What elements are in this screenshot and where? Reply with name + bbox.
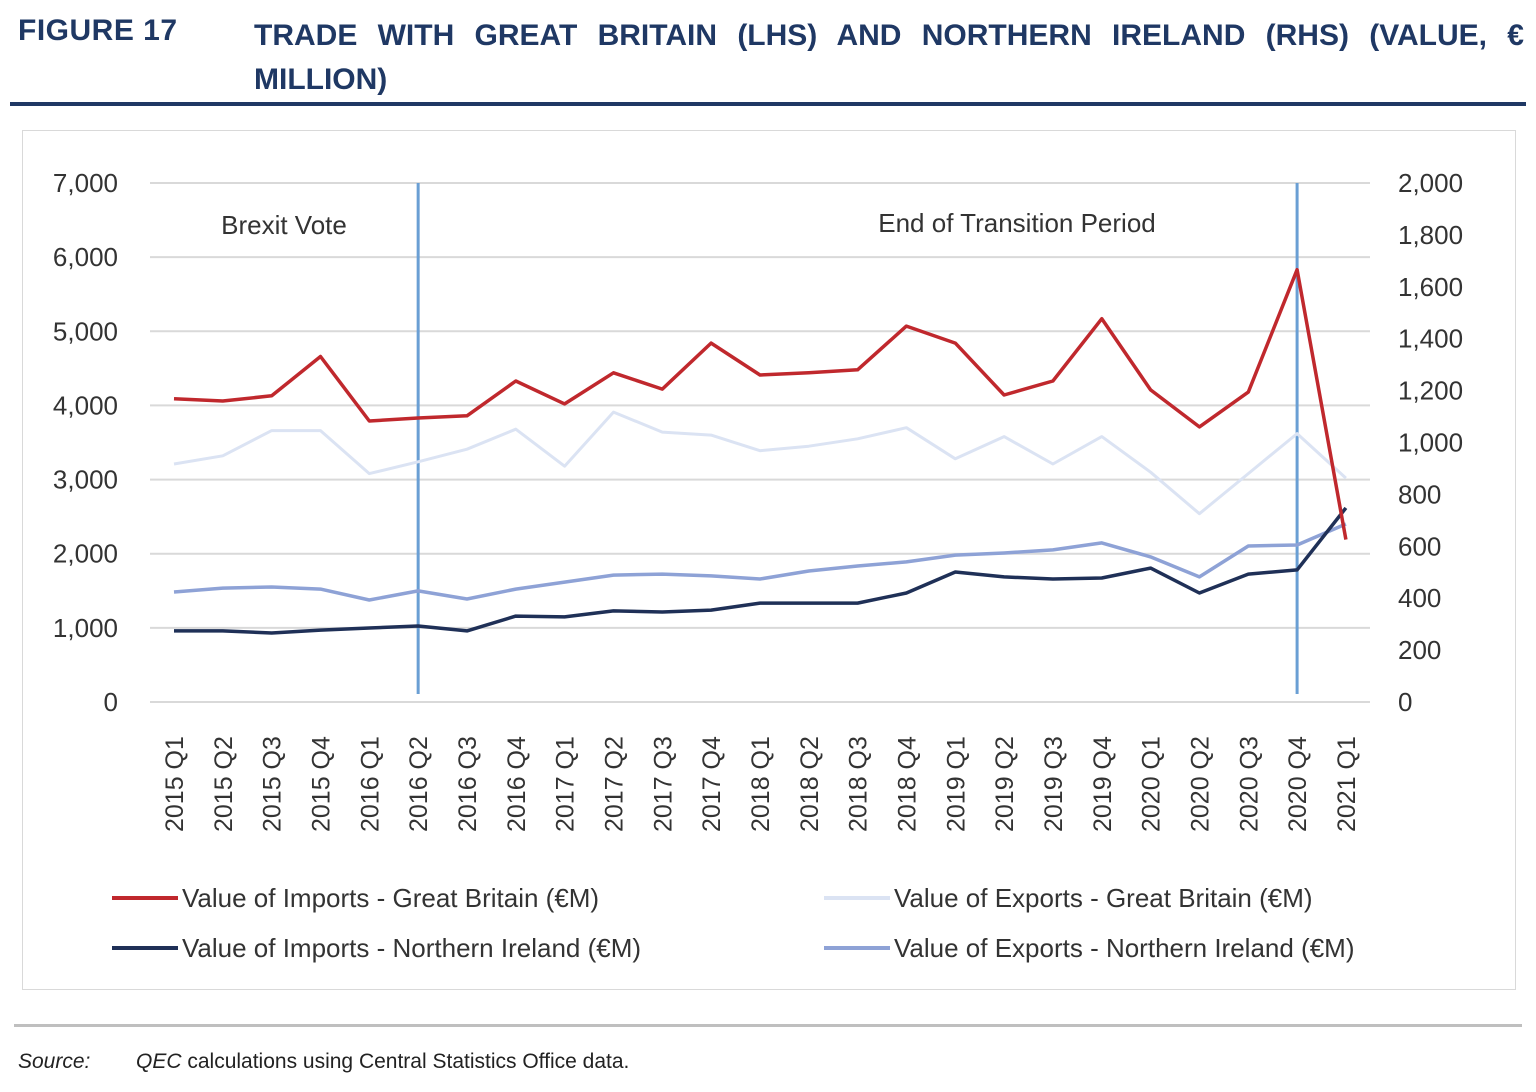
left-axis-tick-label: 2,000 (53, 539, 118, 569)
event-annotation: End of Transition Period (878, 208, 1156, 238)
legend-label: Value of Exports - Northern Ireland (€M) (894, 933, 1354, 963)
source-label: Source: (18, 1050, 91, 1073)
right-axis-tick-label: 2,000 (1398, 168, 1463, 198)
left-axis-tick-label: 1,000 (53, 613, 118, 643)
x-axis-tick-label: 2015 Q3 (259, 736, 287, 832)
title-rule (10, 102, 1526, 106)
x-axis-tick-label: 2018 Q1 (747, 736, 775, 832)
legend-label: Value of Exports - Great Britain (€M) (894, 883, 1313, 913)
left-axis-tick-label: 4,000 (53, 390, 118, 420)
x-axis-tick-label: 2020 Q1 (1138, 736, 1166, 832)
left-axis-tick-label: 6,000 (53, 242, 118, 272)
source-body: calculations using Central Statistics Of… (181, 1050, 630, 1073)
right-axis-tick-label: 1,200 (1398, 376, 1463, 406)
legend-label: Value of Imports - Northern Ireland (€M) (182, 933, 641, 963)
figure-label: FIGURE 17 (18, 14, 178, 47)
left-axis-tick-label: 3,000 (53, 465, 118, 495)
x-axis-tick-label: 2019 Q1 (942, 736, 970, 832)
x-axis-tick-label: 2018 Q4 (893, 736, 921, 832)
source-emphasis: QEC (136, 1050, 182, 1073)
legend-label: Value of Imports - Great Britain (€M) (182, 883, 599, 913)
x-axis-tick-label: 2015 Q2 (210, 736, 238, 832)
x-axis-tick-label: 2016 Q1 (356, 736, 384, 832)
right-axis-tick-label: 1,600 (1398, 272, 1463, 302)
x-axis-tick-label: 2016 Q2 (405, 736, 433, 832)
x-axis-tick-label: 2016 Q3 (454, 736, 482, 832)
x-axis-tick-label: 2019 Q4 (1089, 736, 1117, 832)
x-axis-tick-label: 2016 Q4 (503, 736, 531, 832)
right-axis-tick-label: 800 (1398, 479, 1441, 509)
x-axis-tick-label: 2019 Q3 (1040, 736, 1068, 832)
x-axis-tick-label: 2015 Q1 (161, 736, 189, 832)
x-axis-tick-label: 2015 Q4 (307, 736, 335, 832)
right-axis-tick-label: 1,000 (1398, 428, 1463, 458)
series-line (174, 506, 1348, 635)
x-axis-tick-label: 2020 Q3 (1235, 736, 1263, 832)
line-chart: 0 1,000 2,000 3,000 4,000 5,000 6,000 7,000 0 200… (53, 168, 1463, 963)
x-axis-tick-label: 2018 Q3 (845, 736, 873, 832)
chart-frame (22, 130, 1516, 990)
figure-title: TRADE WITH GREAT BRITAIN (LHS) AND NORTH… (254, 19, 1524, 96)
x-axis-tick-label: 2020 Q4 (1284, 736, 1312, 832)
x-axis-tick-label: 2017 Q1 (552, 736, 580, 832)
event-annotation: Brexit Vote (221, 210, 347, 240)
x-axis-tick-label: 2017 Q3 (649, 736, 677, 832)
series-line (173, 522, 1347, 602)
right-axis-tick-label: 0 (1398, 687, 1412, 717)
x-axis-tick-label: 2021 Q1 (1333, 736, 1361, 832)
x-axis-tick-label: 2017 Q4 (698, 736, 726, 832)
x-axis-tick-label: 2017 Q2 (600, 736, 628, 832)
series-line (173, 267, 1348, 540)
source-rule (14, 1024, 1522, 1027)
series-line (173, 410, 1347, 516)
right-axis-tick-label: 1,800 (1398, 220, 1463, 250)
right-axis-tick-label: 600 (1398, 531, 1441, 561)
left-axis-tick-label: 0 (104, 687, 118, 717)
x-axis-tick-label: 2018 Q2 (796, 736, 824, 832)
source-text: QEC calculations using Central Statistic… (136, 1050, 629, 1074)
x-axis-tick-label: 2019 Q2 (991, 736, 1019, 832)
x-axis-tick-label: 2020 Q2 (1186, 736, 1214, 832)
right-axis-tick-label: 200 (1398, 635, 1441, 665)
left-axis-tick-label: 7,000 (53, 168, 118, 198)
right-axis-tick-label: 1,400 (1398, 324, 1463, 354)
left-axis-tick-label: 5,000 (53, 316, 118, 346)
right-axis-tick-label: 400 (1398, 583, 1441, 613)
